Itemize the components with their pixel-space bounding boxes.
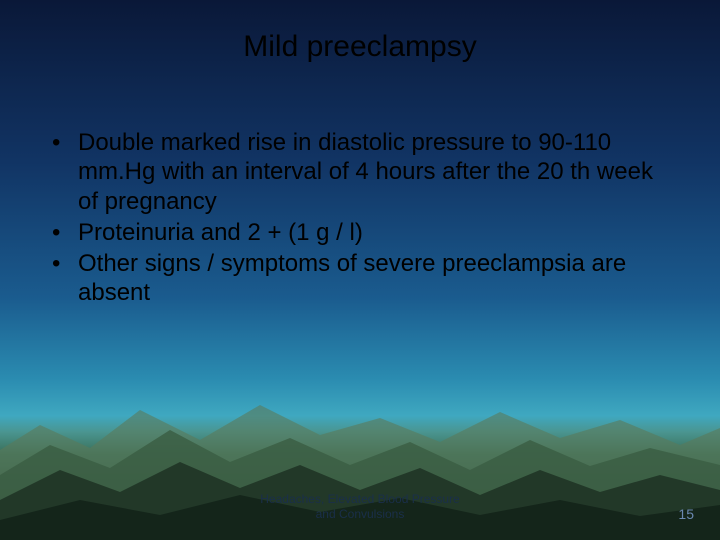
footer-line-2: and Convulsions bbox=[316, 507, 405, 521]
footer-line-1: Headaches, Elevated Blood Pressure bbox=[260, 492, 459, 506]
footer-text: Headaches, Elevated Blood Pressure and C… bbox=[0, 492, 720, 522]
bullet-item: Double marked rise in diastolic pressure… bbox=[48, 128, 668, 216]
slide: Mild preeclampsy Double marked rise in d… bbox=[0, 0, 720, 540]
slide-title: Mild preeclampsy bbox=[0, 30, 720, 64]
bullet-item: Proteinuria and 2 + (1 g / l) bbox=[48, 218, 668, 247]
bullet-list: Double marked rise in diastolic pressure… bbox=[48, 128, 668, 310]
page-number: 15 bbox=[678, 506, 694, 522]
bullet-item: Other signs / symptoms of severe preecla… bbox=[48, 249, 668, 308]
